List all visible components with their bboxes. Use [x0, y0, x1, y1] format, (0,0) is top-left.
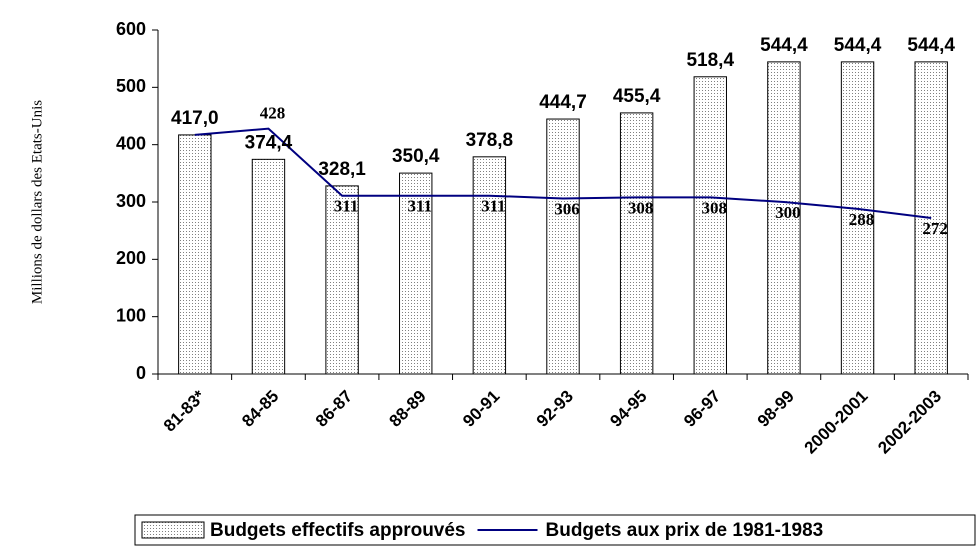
line-value-label: 428 — [260, 104, 286, 123]
line-value-label: 311 — [334, 197, 359, 216]
bar-value-label: 544,4 — [907, 35, 955, 56]
x-tick-label: 96-97 — [680, 387, 724, 431]
x-tick-label: 98-99 — [754, 387, 798, 431]
x-tick-label: 88-89 — [386, 387, 430, 431]
x-tick-label: 81-83* — [160, 386, 209, 435]
bar — [178, 134, 212, 375]
y-tick-label: 100 — [116, 305, 146, 325]
line-value-label: 308 — [702, 198, 728, 217]
x-tick-label: 2000-2001 — [801, 387, 872, 458]
y-tick-label: 600 — [116, 19, 146, 39]
line — [194, 127, 932, 220]
bar — [399, 172, 433, 375]
x-tick-label: 94-95 — [606, 387, 650, 431]
y-tick-label: 200 — [116, 248, 146, 268]
bar-value-label: 455,4 — [613, 86, 661, 107]
bar — [251, 158, 286, 375]
legend — [134, 514, 976, 546]
line-value-label: 311 — [481, 197, 506, 216]
bar — [840, 61, 875, 375]
x-tick-label: 2002-2003 — [874, 387, 945, 458]
x-tick-label: 90-91 — [459, 387, 503, 431]
bar — [325, 185, 359, 375]
y-tick-label: 500 — [116, 76, 146, 96]
x-tick-label: 92-93 — [533, 387, 577, 431]
bar — [693, 76, 727, 375]
bar-value-label: 374,4 — [245, 132, 293, 153]
legend-swatch — [141, 521, 205, 539]
y-axis-label: Millions de dollars des Etats-Unis — [29, 100, 45, 304]
bar-value-label: 544,4 — [760, 35, 808, 56]
legend-label: Budgets effectifs approuvés — [210, 520, 466, 541]
bar — [767, 61, 801, 375]
x-tick-label: 84-85 — [238, 387, 282, 431]
line-value-label: 300 — [775, 203, 801, 222]
x-tick-label: 86-87 — [312, 387, 356, 431]
bar-value-label: 350,4 — [392, 146, 440, 167]
y-tick-label: 0 — [136, 363, 146, 383]
line-value-label: 311 — [407, 197, 432, 216]
legend-label: Budgets aux prix de 1981-1983 — [546, 520, 824, 541]
bar — [546, 118, 580, 375]
bar-value-label: 518,4 — [686, 50, 734, 71]
y-tick-label: 300 — [116, 191, 146, 211]
bar — [472, 156, 507, 375]
line-value-label: 308 — [628, 198, 654, 217]
line-value-label: 306 — [554, 199, 580, 218]
y-tick-label: 400 — [116, 133, 146, 153]
bar-value-label: 417,0 — [171, 108, 219, 129]
bar-value-label: 328,1 — [318, 159, 366, 180]
bar-value-label: 444,7 — [539, 92, 587, 113]
line-value-label: 272 — [922, 219, 948, 238]
bar-value-label: 544,4 — [834, 35, 882, 56]
line-value-label: 288 — [849, 210, 875, 229]
bar — [619, 112, 654, 375]
bar-value-label: 378,8 — [466, 130, 514, 151]
